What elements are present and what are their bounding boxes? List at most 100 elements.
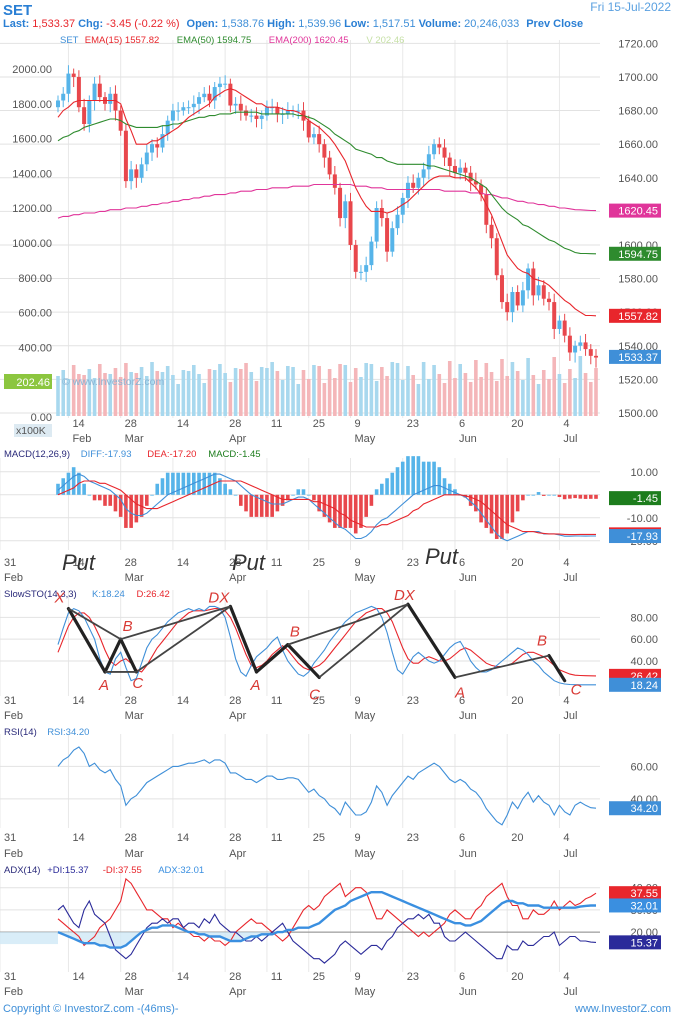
volume-bar xyxy=(327,369,332,416)
legend-item: DEA:-17.20 xyxy=(147,449,196,460)
x-month-label: Mar xyxy=(125,572,144,584)
x-tick-label: 28 xyxy=(229,832,241,844)
pattern-point-label: X xyxy=(53,590,65,607)
left-y-tick-label: 1200.00 xyxy=(12,203,52,215)
volume-bar xyxy=(552,357,557,416)
macd-histogram-bar xyxy=(489,494,494,534)
macd-histogram-bar xyxy=(411,456,415,495)
macd-diff-line xyxy=(57,473,596,542)
ema50-line xyxy=(57,111,597,255)
x-month-label: Apr xyxy=(229,572,246,584)
adx-line xyxy=(57,891,596,949)
candle-body xyxy=(562,320,567,336)
candle-body xyxy=(468,172,473,182)
ema15-line xyxy=(57,88,597,317)
volume-bar xyxy=(228,382,233,416)
x-tick-label: 28 xyxy=(125,557,137,569)
x-month-label: Jul xyxy=(563,710,577,722)
value-tag-label: 1533.37 xyxy=(618,352,658,364)
macd-histogram-bar xyxy=(97,494,102,501)
macd-histogram-bar xyxy=(380,483,384,495)
x-tick-label: 23 xyxy=(407,695,419,707)
volume-bar xyxy=(186,371,191,416)
macd-histogram-bar xyxy=(118,494,123,517)
chart-date: Fri 15-Jul-2022 xyxy=(590,0,671,14)
left-y-tick-label: 1800.00 xyxy=(12,99,52,111)
stoch-k-line xyxy=(57,605,596,686)
x-month-label: Jul xyxy=(563,848,577,860)
volume-bar xyxy=(390,362,395,416)
x-tick-label: 4 xyxy=(563,418,569,430)
candle-body xyxy=(186,107,191,109)
candle-body xyxy=(546,298,551,303)
macd-histogram-bar xyxy=(541,494,546,496)
macd-histogram-bar xyxy=(171,472,175,495)
candle-body xyxy=(479,184,484,195)
left-y-tick-label: 800.00 xyxy=(18,273,52,285)
footer-site-link[interactable]: www.InvestorZ.com xyxy=(574,1003,671,1015)
x-tick-label: 31 xyxy=(4,832,16,844)
value-tag-label: -1.45 xyxy=(633,493,658,505)
candle-body xyxy=(139,164,144,178)
x-tick-label: 11 xyxy=(271,695,282,707)
pattern-point-label: A xyxy=(98,677,109,694)
macd-histogram-bar xyxy=(432,461,436,495)
x-month-label: Jun xyxy=(459,986,477,998)
volume-bar xyxy=(484,363,489,416)
macd-histogram-bar xyxy=(223,483,227,495)
legend-item: EMA(200) 1620.45 xyxy=(269,35,349,46)
candle-body xyxy=(87,100,92,124)
candle-body xyxy=(458,167,463,173)
macd-histogram-bar xyxy=(160,478,165,495)
macd-histogram-bar xyxy=(531,494,536,496)
macd-histogram-bar xyxy=(526,494,530,496)
x-tick-label: 4 xyxy=(563,695,569,707)
candle-body xyxy=(223,83,228,85)
volume-bar xyxy=(380,367,384,416)
candle-body xyxy=(296,110,301,112)
macd-histogram-bar xyxy=(155,483,160,495)
candle-body xyxy=(108,93,113,104)
volume-bar xyxy=(541,370,546,416)
macd-histogram-bar xyxy=(562,494,567,500)
macd-histogram-bar xyxy=(505,494,510,534)
pattern-leg-thick xyxy=(103,637,123,674)
volume-bar xyxy=(61,370,66,416)
y-tick-label: 1660.00 xyxy=(618,139,658,151)
volume-bar xyxy=(468,382,473,416)
panel-title: ADX(14) xyxy=(4,865,40,876)
candle-body xyxy=(181,107,186,111)
x-month-label: Apr xyxy=(229,986,246,998)
macd-histogram-bar xyxy=(568,494,572,499)
volume-tag-label: 202.46 xyxy=(16,377,50,389)
candle-body xyxy=(306,120,311,138)
volume-bar xyxy=(447,361,452,416)
macd-histogram-bar xyxy=(291,494,295,496)
macd-histogram-bar xyxy=(165,472,170,495)
candle-body xyxy=(97,83,102,98)
volume-bar xyxy=(317,366,321,416)
candle-body xyxy=(515,292,520,306)
x-tick-label: 23 xyxy=(407,418,419,430)
macd-histogram-bar xyxy=(129,494,133,528)
pattern-leg-thick xyxy=(254,643,290,674)
x-tick-label: 11 xyxy=(271,832,282,844)
macd-histogram-bar xyxy=(280,494,285,506)
x-tick-label: 14 xyxy=(72,418,84,430)
y-tick-label: 1500.00 xyxy=(618,408,658,420)
candle-body xyxy=(176,110,181,112)
x-month-label: Feb xyxy=(4,710,23,722)
macd-histogram-bar xyxy=(239,494,243,506)
candle-body xyxy=(311,134,316,138)
macd-histogram-bar xyxy=(207,472,212,495)
value-tag xyxy=(609,529,661,544)
volume-bar xyxy=(118,377,123,416)
volume-bar xyxy=(369,364,374,416)
volume-bar xyxy=(223,373,227,416)
x-tick-label: 9 xyxy=(355,832,361,844)
left-y-tick-label: 1600.00 xyxy=(12,134,52,146)
x-tick-label: 9 xyxy=(355,418,361,430)
volume-bar xyxy=(254,381,259,416)
pattern-point-label: C xyxy=(132,675,143,692)
volume-bar xyxy=(66,379,71,416)
